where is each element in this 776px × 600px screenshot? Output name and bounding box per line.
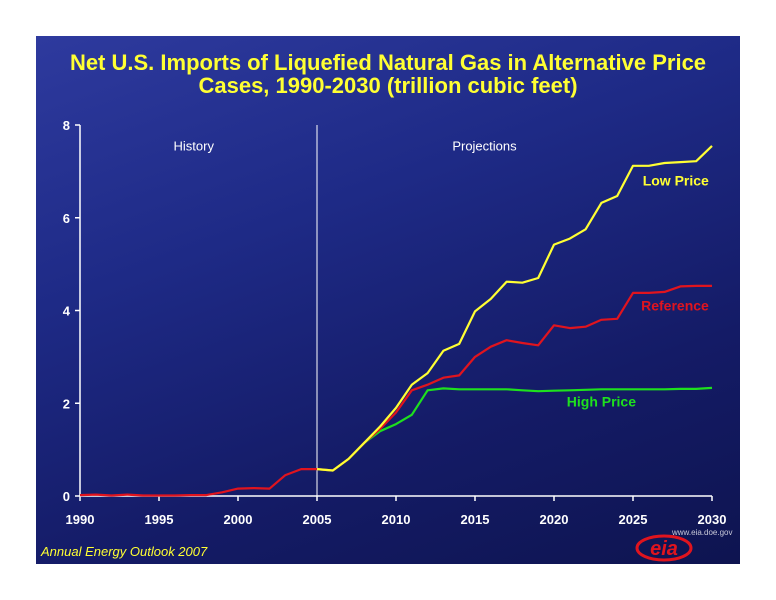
y-tick-label: 4: [63, 304, 71, 319]
x-tick-label: 2020: [540, 512, 569, 527]
chart-title: Net U.S. Imports of Liquefied Natural Ga…: [69, 50, 707, 98]
x-tick-label: 2000: [224, 512, 253, 527]
history-label: History: [174, 139, 215, 154]
series-line-high-price: [316, 386, 713, 472]
x-tick-label: 2010: [382, 512, 411, 527]
y-tick-label: 8: [63, 118, 70, 133]
y-tick-label: 6: [63, 211, 70, 226]
x-tick-label: 2015: [461, 512, 490, 527]
series-line-reference: [316, 284, 712, 472]
source-note: Annual Energy Outlook 2007: [41, 544, 208, 559]
chart-area: 0 2 4 6 8 1990 1995 2000 2005 2010 2015 2020 2025 203…: [63, 118, 727, 527]
chart-slide: 0 2 4 6 8 1990 1995 2000 2005 2010 2015 2020 2025 203…: [36, 36, 740, 564]
projections-label: Projections: [452, 139, 517, 154]
series-line-low-price: [316, 145, 713, 472]
x-tick-label: 2030: [698, 512, 727, 527]
series-label-reference: Reference: [641, 298, 709, 314]
x-tick-label: 1995: [145, 512, 174, 527]
y-tick-label: 0: [63, 489, 70, 504]
eia-logo: eia www.eia.doe.gov: [635, 528, 732, 562]
series-line-history: [79, 468, 317, 497]
series-label-high-price: High Price: [567, 393, 636, 409]
x-tick-label: 2005: [303, 512, 332, 527]
eia-logo-url: www.eia.doe.gov: [671, 528, 732, 537]
y-tick-label: 2: [63, 396, 70, 411]
x-tick-label: 1990: [66, 512, 95, 527]
x-tick-label: 2025: [619, 512, 648, 527]
series-label-low-price: Low Price: [643, 172, 709, 188]
eia-logo-text: eia: [650, 538, 678, 560]
eia-logo-emblem: [635, 534, 693, 562]
